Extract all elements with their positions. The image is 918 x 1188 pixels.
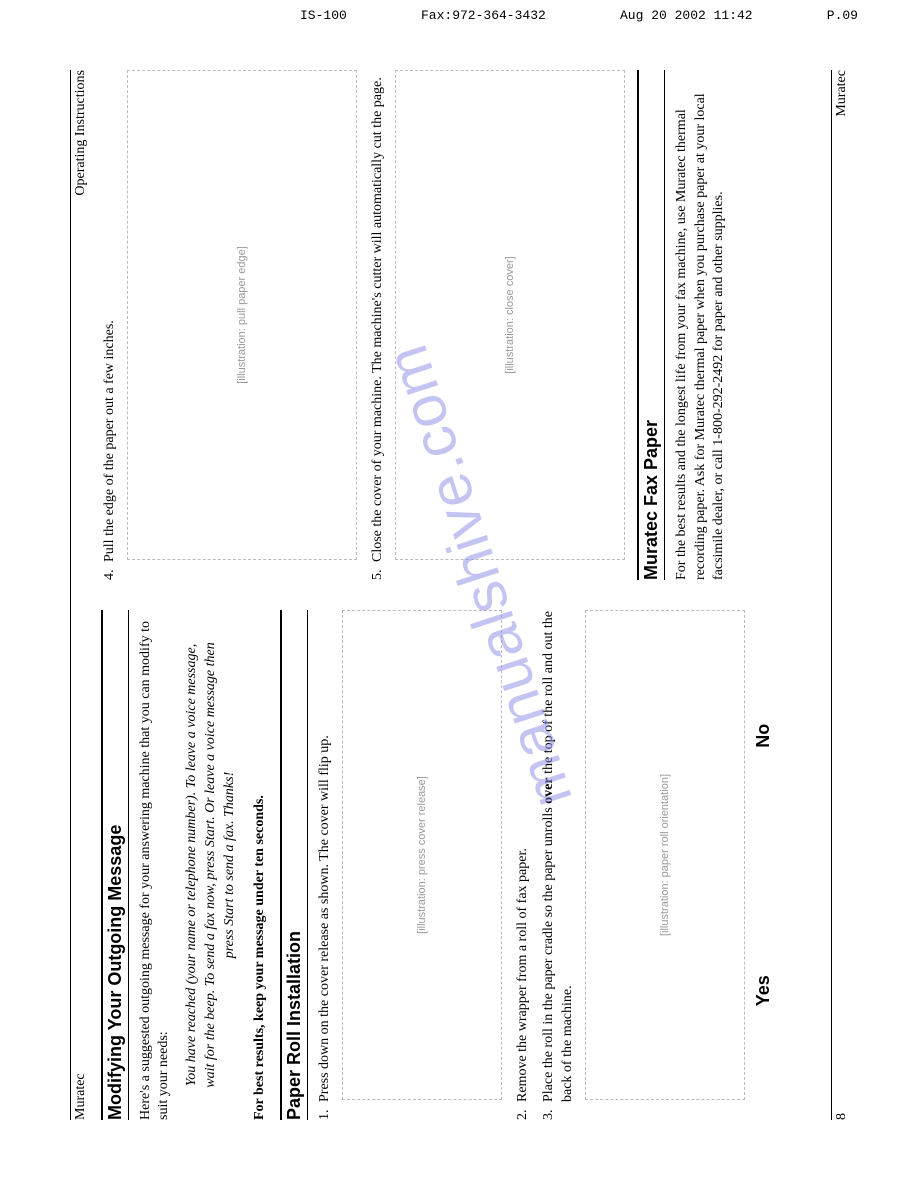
footer-brand: Muratec — [834, 70, 850, 117]
step-4: 4.Pull the edge of the paper out a few i… — [101, 70, 119, 580]
label-no: No — [753, 724, 774, 748]
sample-message: You have reached (your name or telephone… — [183, 640, 240, 1090]
intro-text: Here's a suggested outgoing message for … — [137, 610, 173, 1120]
fax-page: P.09 — [827, 8, 858, 23]
fax-model: IS-100 — [300, 8, 347, 23]
left-column: Modifying Your Outgoing Message Here's a… — [101, 610, 821, 1120]
step-1-number: 1. — [316, 1102, 334, 1120]
right-column: 4.Pull the edge of the paper out a few i… — [101, 70, 821, 580]
header-doc-title: Operating Instructions — [73, 70, 89, 196]
best-results-note: For best results, keep your message unde… — [252, 610, 268, 1120]
heading-paper-roll: Paper Roll Installation — [280, 610, 308, 1120]
step-1: 1.Press down on the cover release as sho… — [316, 610, 334, 1120]
step-3-bold: over — [541, 777, 556, 803]
label-yes: Yes — [753, 975, 774, 1006]
illustration-pull-paper: [illustration: pull paper edge] — [127, 70, 357, 560]
step-1-text: Press down on the cover release as shown… — [317, 735, 332, 1102]
step-5: 5.Close the cover of your machine. The m… — [369, 70, 387, 580]
step-3-text-a: Place the roll in the paper cradle so th… — [541, 804, 556, 1102]
illustration-close-cover: [illustration: close cover] — [395, 70, 625, 560]
fax-number: Fax:972-364-3432 — [421, 8, 546, 23]
step-5-text: Close the cover of your machine. The mac… — [370, 77, 385, 562]
illustration-roll-orientation: [illustration: paper roll orientation] — [585, 610, 745, 1100]
step-3-number: 3. — [540, 1102, 558, 1120]
illustration-cover-release: [illustration: press cover release] — [342, 610, 502, 1100]
header-brand: Muratec — [73, 1073, 89, 1120]
heading-fax-paper: Muratec Fax Paper — [637, 70, 665, 580]
page-header-rule: Muratec Operating Instructions — [70, 70, 89, 1120]
footer-page-number: 8 — [834, 1113, 850, 1120]
step-4-number: 4. — [101, 562, 119, 580]
heading-outgoing-message: Modifying Your Outgoing Message — [101, 610, 129, 1120]
step-5-number: 5. — [369, 562, 387, 580]
fax-transmission-header: IS-100 Fax:972-364-3432 Aug 20 2002 11:4… — [0, 8, 918, 23]
step-3: 3.Place the roll in the paper cradle so … — [540, 610, 576, 1120]
yes-no-labels: Yes No — [753, 610, 774, 1120]
step-2-text: Remove the wrapper from a roll of fax pa… — [515, 848, 530, 1102]
step-4-text: Pull the edge of the paper out a few inc… — [102, 320, 117, 562]
page-footer-rule: 8 Muratec — [831, 70, 850, 1120]
fax-date: Aug 20 2002 11:42 — [620, 8, 753, 23]
fax-paper-text: For the best results and the longest lif… — [673, 70, 728, 580]
rotated-page: Muratec Operating Instructions Modifying… — [0, 185, 918, 1005]
step-2: 2.Remove the wrapper from a roll of fax … — [514, 610, 532, 1120]
step-2-number: 2. — [514, 1102, 532, 1120]
